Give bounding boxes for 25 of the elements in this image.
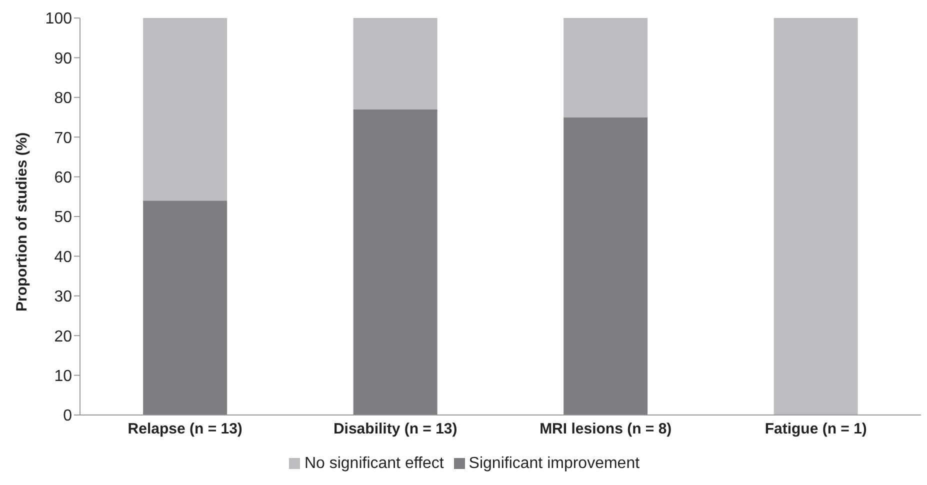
y-tick-label: 80 — [54, 90, 72, 108]
x-tick-label: MRI lesions (n = 8) — [540, 420, 672, 438]
bar — [143, 18, 228, 201]
bar — [353, 18, 438, 110]
bar — [353, 109, 438, 415]
y-tick-label: 0 — [63, 408, 72, 425]
x-tick-label: Relapse (n = 13) — [128, 420, 242, 438]
legend-label: Significant improvement — [468, 455, 640, 472]
bar — [564, 18, 648, 118]
y-tick-label: 30 — [54, 288, 72, 306]
x-tick-label: Fatigue (n = 1) — [764, 420, 867, 438]
bar — [143, 200, 228, 415]
y-tick-label: 40 — [54, 248, 72, 266]
y-axis-title: Proportion of studies (%) — [13, 132, 30, 312]
bar — [564, 117, 648, 415]
y-tick-label: 50 — [54, 209, 72, 226]
y-tick-label: 10 — [54, 368, 72, 385]
bar — [774, 18, 858, 415]
y-tick-label: 100 — [45, 10, 72, 28]
legend-label: No significant effect — [304, 455, 444, 472]
y-tick-label: 20 — [54, 328, 72, 346]
y-tick-label: 90 — [54, 50, 72, 68]
x-tick-label: Disability (n = 13) — [333, 420, 458, 438]
y-tick-label: 70 — [54, 130, 72, 147]
y-tick-label: 60 — [54, 169, 72, 186]
